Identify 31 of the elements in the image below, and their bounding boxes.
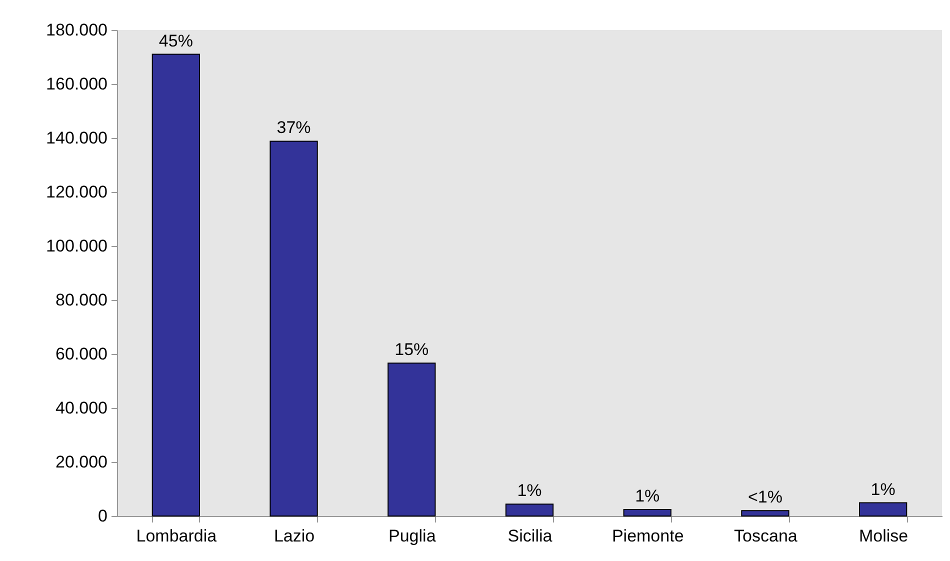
y-tick-label: 40.000 [56,398,108,418]
x-tick-label: Sicilia [508,526,553,546]
x-tick-label: Puglia [388,526,436,546]
x-tick-label: Toscana [734,526,798,546]
x-tick-label: Lombardia [136,526,218,546]
y-tick-label: 60.000 [56,344,108,364]
annotation: 1% [517,481,542,500]
x-tick-label: Lazio [274,526,315,546]
annotation: 37% [276,118,311,138]
x-tick-label: Piemonte [612,526,684,546]
y-tick-label: 180.000 [46,20,108,40]
bar [270,140,318,516]
bar [388,362,436,516]
y-tick-label: 20.000 [56,452,108,472]
y-tick-label: 100.000 [46,236,108,256]
annotation: 45% [158,31,193,50]
bar [505,504,554,516]
annotation: 15% [394,340,429,360]
bar [741,510,790,516]
bar [152,54,200,516]
y-tick-label: 140.000 [46,128,108,148]
y-tick-label: 80.000 [56,290,108,310]
y-tick-label: 160.000 [46,74,108,94]
annotation: 1% [870,480,896,499]
y-tick-label: 0 [98,506,108,526]
annotation: <1% [748,488,782,507]
y-tick-label: 120.000 [46,182,108,202]
bar [623,509,672,516]
x-tick-label: Molise [859,526,908,546]
annotation: 1% [635,486,660,506]
bar [859,502,908,516]
